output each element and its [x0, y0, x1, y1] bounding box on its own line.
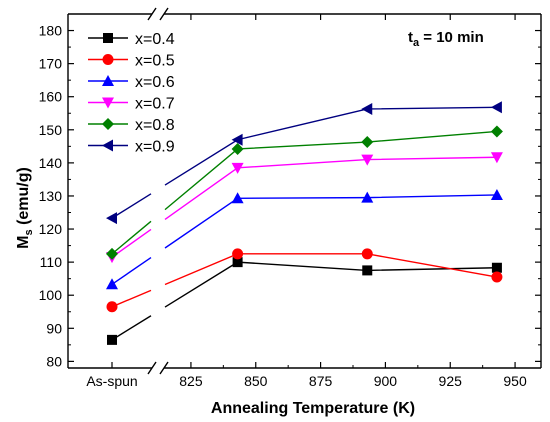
y-tick-label: 140 — [39, 155, 63, 171]
y-tick-label: 100 — [39, 287, 63, 303]
x-tick-label-as-spun: As-spun — [86, 373, 137, 389]
series-line-x-0-5 — [164, 253, 498, 286]
legend-marker-x-0-6 — [102, 75, 114, 86]
legend-marker-x-0-5 — [102, 54, 114, 65]
y-tick-label: 80 — [46, 353, 62, 369]
series-line-x-0-6 — [164, 194, 497, 249]
data-point-x-0-8-as-spun — [106, 247, 118, 260]
legend-label-x-0-4: x=0.4 — [135, 31, 175, 48]
y-tick-label: 110 — [40, 254, 63, 270]
y-tick-label: 150 — [39, 122, 63, 138]
x-tick-label: 925 — [439, 373, 463, 389]
data-point-x-0-6 — [231, 192, 244, 204]
data-point-x-0-8 — [490, 125, 503, 138]
legend-label-x-0-8: x=0.8 — [135, 117, 175, 134]
data-point-x-0-6 — [490, 188, 503, 200]
annotation-subscript: a — [413, 37, 420, 49]
data-point-x-0-5 — [361, 248, 373, 260]
y-tick-label: 130 — [39, 188, 63, 204]
data-point-x-0-4 — [491, 262, 502, 273]
data-point-x-0-4 — [232, 257, 243, 268]
y-tick-label: 90 — [46, 320, 62, 336]
y-axis-title-subscript: s — [23, 229, 35, 235]
data-point-x-0-8 — [231, 142, 244, 155]
data-point-x-0-4-as-spun — [107, 334, 117, 345]
data-point-x-0-9 — [361, 102, 373, 115]
x-tick-label: 900 — [374, 373, 398, 389]
annotation-rest: = 10 min — [419, 29, 484, 46]
data-point-x-0-4 — [362, 265, 373, 276]
data-point-x-0-8 — [361, 136, 374, 149]
y-tick-label: 160 — [39, 89, 63, 105]
legend-label-x-0-5: x=0.5 — [135, 53, 175, 70]
y-tick-label: 170 — [39, 56, 63, 72]
x-tick-label: 850 — [244, 373, 268, 389]
legend-marker-x-0-9 — [102, 139, 113, 152]
data-point-x-0-9 — [490, 101, 502, 114]
series-markers — [106, 101, 503, 345]
data-point-x-0-6-as-spun — [106, 278, 118, 290]
y-tick-label: 180 — [39, 23, 63, 39]
series-line-x-0-8 — [164, 130, 497, 211]
legend-label-x-0-6: x=0.6 — [135, 74, 175, 91]
axis-break-mark-top-2 — [159, 7, 169, 21]
data-point-x-0-9 — [231, 133, 243, 146]
y-axis-title-main: M — [15, 236, 32, 249]
series-lines — [111, 106, 498, 341]
series-line-x-0-7 — [164, 156, 497, 221]
x-axis-title: Annealing Temperature (K) — [211, 400, 415, 417]
axis-break-mark-bottom-1 — [147, 361, 157, 375]
series-line-x-0-6-as-spun — [111, 257, 152, 285]
legend-label-x-0-9: x=0.9 — [135, 139, 175, 156]
data-point-x-0-7 — [361, 154, 374, 166]
y-axis-title: Ms (emu/g) — [15, 167, 35, 249]
data-point-x-0-7 — [231, 162, 244, 174]
data-point-x-0-5 — [232, 248, 244, 260]
series-line-x-0-8-as-spun — [111, 220, 152, 255]
data-point-x-0-5 — [491, 271, 503, 283]
annotation-main: t — [408, 29, 413, 46]
legend-label-x-0-7: x=0.7 — [135, 96, 175, 113]
legend-marker-x-0-8 — [102, 118, 114, 130]
series-line-x-0-9 — [164, 106, 497, 186]
annealing-time-annotation: ta = 10 min — [408, 29, 484, 49]
series-line-x-0-4 — [164, 261, 497, 308]
data-point-x-0-6 — [361, 191, 374, 203]
y-axis-title-unit: (emu/g) — [15, 167, 32, 229]
series-line-x-0-7-as-spun — [111, 228, 152, 258]
series-line-x-0-5-as-spun — [111, 289, 152, 308]
axis-break-mark-bottom-2 — [159, 361, 169, 375]
axis-break-mark-top-1 — [147, 7, 157, 21]
legend: x=0.4 x=0.5 x=0.6 x=0.7 x=0.8 x=0.9 — [88, 31, 175, 156]
x-tick-label: 875 — [309, 373, 333, 389]
y-tick-label: 120 — [39, 221, 63, 237]
legend-marker-x-0-4 — [103, 33, 113, 43]
x-tick-label: 950 — [503, 373, 527, 389]
data-point-x-0-5-as-spun — [106, 301, 118, 313]
series-line-x-0-9-as-spun — [111, 193, 152, 219]
data-point-x-0-7 — [490, 152, 503, 164]
axes: 80 90 100 110 120 130 140 150 160 170 180 As-spun 82… — [39, 7, 542, 389]
legend-marker-x-0-7 — [102, 97, 114, 109]
data-point-x-0-9-as-spun — [106, 212, 117, 225]
series-line-x-0-4-as-spun — [111, 315, 152, 341]
x-tick-label: 825 — [179, 373, 203, 389]
